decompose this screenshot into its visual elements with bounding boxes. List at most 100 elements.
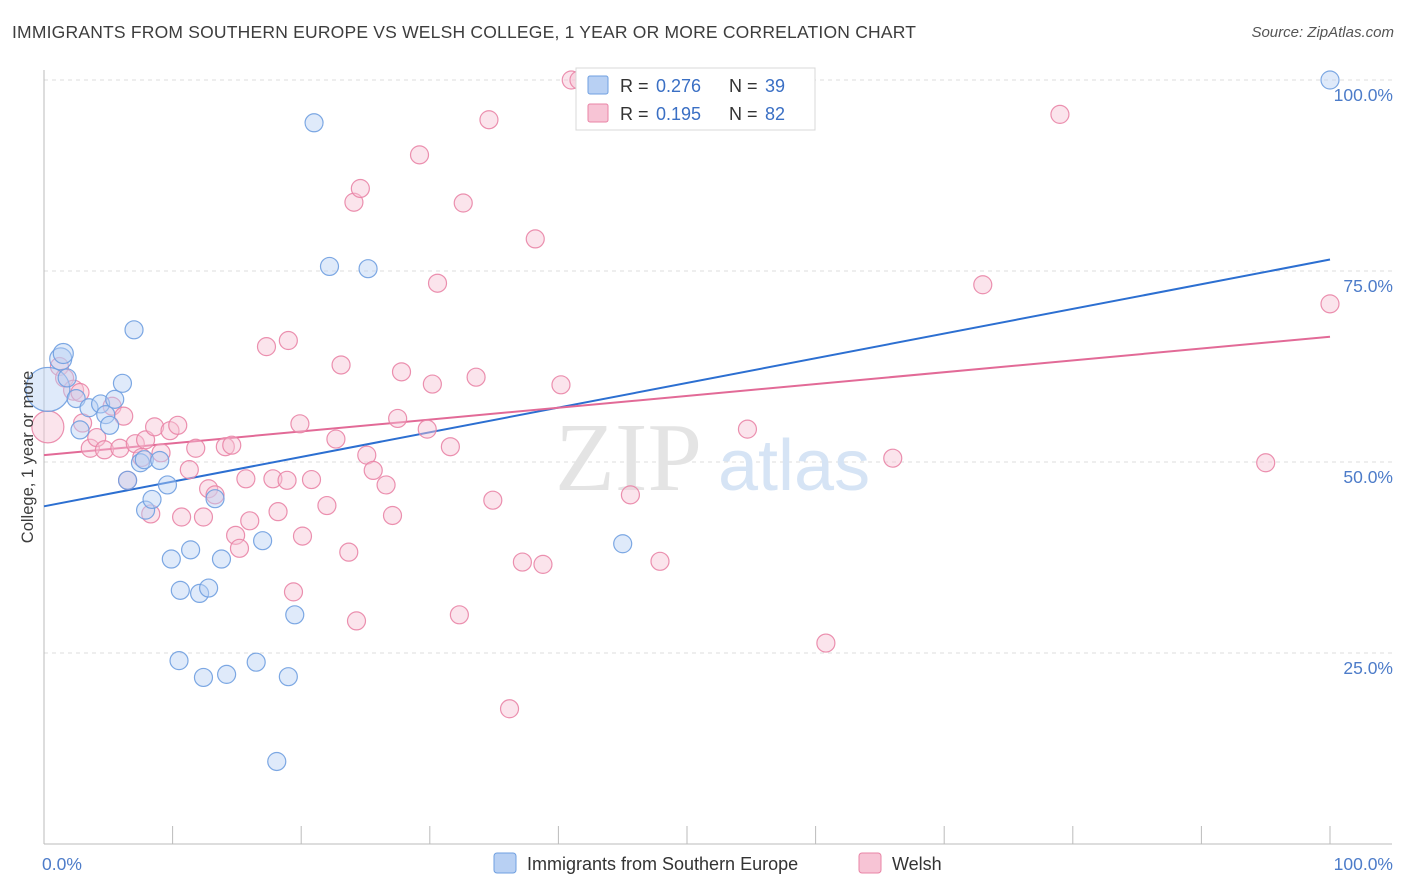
- point-pink-41: [301, 469, 322, 490]
- point-blue-35: [304, 113, 324, 133]
- point-blue-22: [169, 651, 189, 671]
- chart-title: IMMIGRANTS FROM SOUTHERN EUROPE VS WELSH…: [12, 22, 917, 42]
- stats-r-label-pink: R =: [620, 104, 649, 124]
- point-pink-8: [94, 440, 115, 460]
- point-blue-31: [253, 531, 273, 551]
- point-pink-20: [168, 415, 188, 435]
- point-pink-33: [256, 337, 277, 357]
- point-blue-23: [181, 540, 201, 560]
- x-tick-label-max: 100.0%: [1334, 854, 1393, 874]
- point-pink-67: [525, 229, 545, 249]
- point-pink-47: [346, 611, 367, 631]
- point-pink-38: [283, 582, 304, 602]
- point-pink-6: [80, 438, 100, 458]
- point-pink-53: [388, 408, 408, 429]
- point-pink-17: [144, 417, 165, 437]
- grid-lines: [44, 79, 1392, 654]
- point-pink-15: [135, 430, 156, 450]
- stats-n-label-pink: N =: [729, 104, 758, 124]
- point-pink-59: [440, 437, 460, 457]
- point-pink-31: [236, 469, 256, 489]
- stats-legend: R = 0.276 N = 39 R = 0.195 N = 82: [575, 67, 816, 131]
- point-pink-51: [376, 475, 396, 495]
- point-pink-21: [172, 507, 192, 527]
- point-pink-62: [466, 367, 486, 387]
- point-blue-2: [52, 342, 74, 365]
- point-pink-10: [110, 438, 130, 458]
- point-pink-23: [186, 438, 206, 458]
- point-pink-50: [363, 460, 383, 481]
- point-pink-69: [551, 375, 571, 395]
- point-pink-16: [141, 504, 161, 524]
- stats-r-value-blue: 0.276: [656, 76, 701, 96]
- point-blue-30: [246, 652, 266, 672]
- stats-r-value-pink: 0.195: [656, 104, 701, 124]
- y-tick-label-100: 100.0%: [1334, 85, 1393, 105]
- point-pink-22: [179, 460, 199, 480]
- point-pink-72: [620, 485, 641, 505]
- point-pink-79: [1256, 453, 1276, 473]
- point-blue-5: [70, 420, 90, 440]
- point-pink-54: [391, 362, 412, 382]
- point-pink-57: [422, 374, 442, 394]
- point-pink-24: [193, 507, 214, 527]
- point-pink-30: [229, 538, 250, 558]
- point-pink-27: [215, 437, 235, 457]
- watermark-zip: ZIP: [555, 404, 702, 512]
- legend-swatch-immigrants: [493, 852, 517, 874]
- point-blue-10: [105, 389, 125, 409]
- y-tick-label-25: 25.0%: [1343, 658, 1393, 678]
- point-blue-6: [79, 398, 99, 418]
- point-blue-25: [193, 667, 214, 688]
- point-pink-76: [883, 448, 903, 468]
- point-blue-36: [319, 256, 340, 277]
- stats-legend-swatch-blue: [587, 75, 609, 95]
- x-ticks: [43, 826, 1331, 844]
- point-blue-37: [358, 259, 378, 279]
- point-blue-21: [170, 580, 190, 600]
- y-tick-label-75: 75.0%: [1343, 276, 1393, 296]
- stats-n-value-blue: 39: [765, 76, 785, 96]
- point-blue-13: [124, 320, 144, 340]
- point-pink-18: [151, 443, 171, 463]
- point-blue-0: [25, 366, 71, 413]
- y-axis-label: College, 1 year or more: [19, 371, 37, 543]
- point-pink-55: [409, 145, 430, 165]
- point-pink-60: [449, 605, 469, 625]
- point-blue-38: [613, 534, 633, 554]
- point-pink-34: [263, 469, 283, 489]
- point-blue-27: [205, 489, 225, 509]
- point-blue-39: [1320, 70, 1340, 90]
- y-tick-labels: 25.0% 50.0% 75.0% 100.0%: [1334, 85, 1393, 678]
- point-pink-45: [339, 542, 359, 562]
- point-blue-18: [150, 450, 170, 471]
- stats-r-label-blue: R =: [620, 76, 649, 96]
- legend-label-immigrants: Immigrants from Southern Europe: [527, 854, 798, 874]
- point-pink-66: [512, 552, 532, 572]
- point-pink-40: [292, 526, 313, 546]
- point-blue-29: [217, 664, 237, 684]
- data-points: [25, 70, 1340, 772]
- point-pink-64: [483, 490, 503, 510]
- point-pink-44: [331, 355, 351, 375]
- trend-line-blue: [43, 258, 1331, 508]
- point-blue-20: [161, 549, 181, 569]
- point-pink-36: [277, 470, 297, 490]
- source-label: Source: ZipAtlas.com: [1251, 24, 1394, 41]
- legend-label-welsh: Welsh: [892, 854, 942, 874]
- point-pink-58: [427, 273, 448, 293]
- series-legend: Immigrants from Southern Europe Welsh: [493, 852, 942, 874]
- point-pink-56: [417, 419, 437, 439]
- point-pink-78: [1050, 104, 1070, 124]
- stats-n-value-pink: 82: [765, 104, 785, 124]
- point-pink-68: [533, 554, 553, 574]
- point-pink-43: [326, 429, 346, 449]
- point-pink-35: [268, 502, 288, 522]
- point-pink-28: [222, 435, 242, 455]
- trend-line-pink: [43, 335, 1331, 457]
- point-blue-19: [157, 475, 178, 495]
- stats-legend-swatch-pink: [587, 103, 609, 123]
- point-pink-74: [737, 419, 758, 439]
- point-blue-28: [211, 549, 232, 569]
